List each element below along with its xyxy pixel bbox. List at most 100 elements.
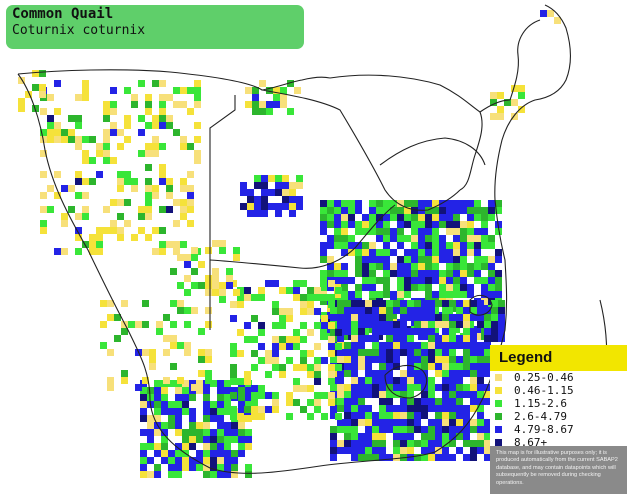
grid-cell [362,277,369,284]
grid-cell [279,287,286,294]
grid-cell [358,398,365,405]
grid-cell [383,284,390,291]
grid-cell [328,364,335,371]
grid-cell [407,405,414,412]
grid-cell [547,10,554,17]
grid-cell [425,242,432,249]
grid-cell [407,370,414,377]
grid-cell [386,384,393,391]
grid-cell [355,200,362,207]
grid-cell [138,80,145,87]
grid-cell [217,471,224,478]
grid-cell [131,178,138,185]
grid-cell [414,321,421,328]
grid-cell [54,136,61,143]
grid-cell [365,377,372,384]
grid-cell [265,392,272,399]
grid-cell [18,77,25,84]
grid-cell [168,401,175,408]
grid-cell [194,122,201,129]
grid-cell [425,200,432,207]
grid-cell [300,364,307,371]
grid-cell [439,277,446,284]
grid-cell [432,256,439,263]
grid-cell [166,122,173,129]
grid-cell [244,406,251,413]
grid-cell [140,394,147,401]
grid-cell [484,398,491,405]
legend-label: 0.46-1.15 [514,384,574,397]
grid-cell [224,408,231,415]
grid-cell [411,200,418,207]
grid-cell [161,422,168,429]
grid-cell [470,377,477,384]
grid-cell [189,443,196,450]
grid-cell [272,280,279,287]
grid-cell [428,433,435,440]
grid-cell [182,387,189,394]
grid-cell [210,464,217,471]
grid-cell [484,349,491,356]
grid-cell [154,450,161,457]
grid-cell [383,235,390,242]
grid-cell [184,321,191,328]
grid-cell [210,415,217,422]
grid-cell [251,364,258,371]
grid-cell [379,419,386,426]
grid-cell [138,129,145,136]
grid-cell [293,336,300,343]
grid-cell [463,419,470,426]
grid-cell [358,440,365,447]
grid-cell [54,122,61,129]
legend-item: 4.79-8.67 [490,423,627,437]
grid-cell [344,356,351,363]
grid-cell [481,242,488,249]
grid-cell [393,342,400,349]
grid-cell [467,235,474,242]
grid-cell [400,370,407,377]
grid-cell [203,457,210,464]
grid-cell [320,270,327,277]
grid-cell [491,328,498,335]
grid-cell [470,370,477,377]
grid-cell [224,443,231,450]
grid-cell [337,419,344,426]
grid-cell [435,335,442,342]
grid-cell [404,263,411,270]
grid-cell [320,200,327,207]
grid-cell [463,314,470,321]
grid-cell [110,101,117,108]
grid-cell [383,256,390,263]
grid-cell [386,349,393,356]
grid-cell [289,189,296,196]
grid-cell [124,220,131,227]
grid-cell [351,307,358,314]
grid-cell [449,377,456,384]
grid-cell [203,415,210,422]
grid-cell [477,377,484,384]
grid-cell [460,270,467,277]
grid-cell [175,387,182,394]
grid-cell [365,300,372,307]
grid-cell [314,406,321,413]
grid-cell [40,227,47,234]
grid-cell [314,364,321,371]
grid-cell [100,300,107,307]
grid-cell [400,426,407,433]
grid-cell [446,228,453,235]
grid-cell [470,342,477,349]
grid-cell [128,321,135,328]
grid-cell [205,370,212,377]
grid-cell [344,363,351,370]
grid-cell [320,214,327,221]
grid-cell [421,454,428,461]
grid-cell [233,289,240,296]
grid-cell [446,242,453,249]
grid-cell [400,405,407,412]
grid-cell [334,263,341,270]
grid-cell [425,235,432,242]
grid-cell [435,426,442,433]
grid-cell [460,242,467,249]
grid-cell [435,314,442,321]
grid-cell [407,426,414,433]
